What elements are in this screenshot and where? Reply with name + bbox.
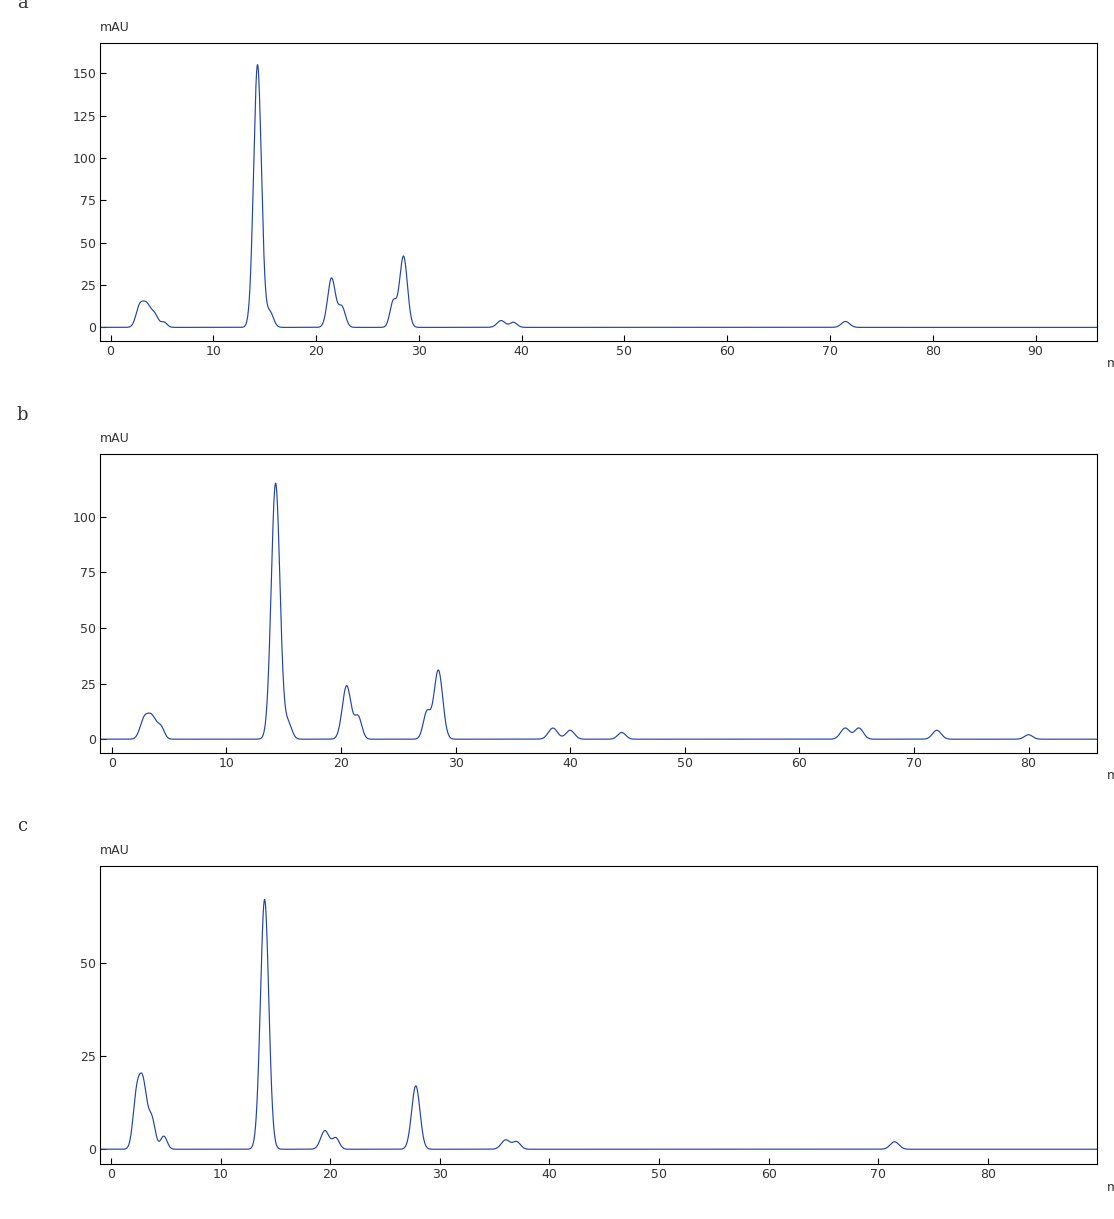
- Text: b: b: [17, 406, 28, 424]
- Text: min: min: [1107, 769, 1114, 781]
- Text: min: min: [1107, 1180, 1114, 1193]
- Text: mAU: mAU: [100, 844, 130, 857]
- Text: mAU: mAU: [100, 433, 130, 445]
- Text: c: c: [17, 818, 27, 835]
- Text: min: min: [1107, 357, 1114, 371]
- Text: mAU: mAU: [100, 21, 130, 34]
- Text: a: a: [17, 0, 28, 12]
